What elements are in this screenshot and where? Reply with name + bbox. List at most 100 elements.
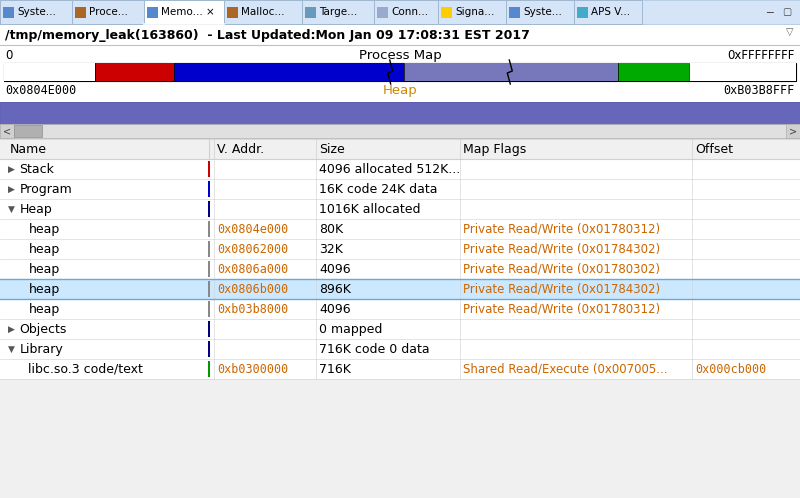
Bar (208, 241, 210, 257)
Text: Memo... ×: Memo... × (161, 7, 214, 17)
Bar (208, 321, 210, 337)
Bar (174, 63, 404, 81)
Text: Program: Program (19, 182, 72, 196)
Text: Map Flags: Map Flags (463, 142, 526, 155)
Bar (509, 7, 520, 18)
Bar (438, 0, 506, 24)
Bar (305, 7, 316, 18)
Bar (0, 199, 800, 219)
Text: ▽: ▽ (786, 27, 794, 37)
Text: 0xb03b8000: 0xb03b8000 (218, 302, 289, 316)
Text: ▶: ▶ (8, 184, 15, 194)
Bar (208, 301, 210, 317)
Text: 0xb0300000: 0xb0300000 (218, 363, 289, 375)
Text: 4096: 4096 (319, 262, 350, 275)
Text: 716K code 0 data: 716K code 0 data (319, 343, 430, 356)
Bar (75, 7, 86, 18)
Bar (208, 181, 210, 197)
Text: 0xFFFFFFFF: 0xFFFFFFFF (728, 48, 795, 61)
Text: 0x000cb000: 0x000cb000 (695, 363, 766, 375)
Text: Conn...: Conn... (391, 7, 428, 17)
Text: >: > (789, 126, 797, 136)
Text: Syste...: Syste... (523, 7, 562, 17)
Bar (0, 102, 800, 124)
Text: 0xB03B8FFF: 0xB03B8FFF (724, 84, 795, 97)
Bar (302, 0, 374, 24)
Text: /tmp/memory_leak(163860)  - Last Updated:Mon Jan 09 17:08:31 EST 2017: /tmp/memory_leak(163860) - Last Updated:… (5, 28, 530, 41)
Bar (574, 0, 642, 24)
Bar (0, 359, 800, 379)
Text: Private Read/Write (0x01780312): Private Read/Write (0x01780312) (463, 302, 660, 316)
Bar (95, 63, 174, 81)
Text: Offset: Offset (695, 142, 733, 155)
Text: 0x0804e000: 0x0804e000 (218, 223, 289, 236)
Text: 32K: 32K (319, 243, 343, 255)
Text: ▼: ▼ (8, 345, 15, 354)
Text: Name: Name (10, 142, 46, 155)
Bar (0, 339, 800, 359)
Text: 4096: 4096 (319, 302, 350, 316)
Bar (208, 281, 210, 297)
Bar (227, 7, 238, 18)
Text: heap: heap (29, 302, 60, 316)
Text: Syste...: Syste... (17, 7, 56, 17)
Text: 1016K allocated: 1016K allocated (319, 203, 421, 216)
Bar (0, 299, 800, 319)
Text: ─: ─ (766, 7, 773, 17)
Text: 716K: 716K (319, 363, 351, 375)
Text: 0: 0 (5, 48, 12, 61)
Bar (147, 7, 158, 18)
Text: libc.so.3 code/text: libc.so.3 code/text (29, 363, 143, 375)
Bar (0, 25, 800, 45)
Text: heap: heap (29, 223, 60, 236)
Text: Private Read/Write (0x01780302): Private Read/Write (0x01780302) (463, 262, 660, 275)
Text: heap: heap (29, 262, 60, 275)
Text: Private Read/Write (0x01784302): Private Read/Write (0x01784302) (463, 243, 660, 255)
Bar (208, 201, 210, 217)
Bar (404, 63, 618, 81)
Text: 0x0806a000: 0x0806a000 (218, 262, 289, 275)
Text: 0x08062000: 0x08062000 (218, 243, 289, 255)
Bar (618, 63, 689, 81)
Text: <: < (3, 126, 11, 136)
Bar (224, 0, 302, 24)
Text: 80K: 80K (319, 223, 343, 236)
Bar (0, 319, 800, 339)
Bar (0, 219, 800, 239)
Bar (374, 0, 438, 24)
Bar (208, 361, 210, 377)
Bar (0, 124, 800, 138)
Text: Private Read/Write (0x01784302): Private Read/Write (0x01784302) (463, 282, 660, 295)
Bar (786, 124, 800, 138)
Text: 896K: 896K (319, 282, 351, 295)
Bar (14, 125, 42, 137)
Text: ▢: ▢ (782, 7, 791, 17)
Text: Objects: Objects (19, 323, 66, 336)
Text: Size: Size (319, 142, 345, 155)
Text: ▼: ▼ (8, 205, 15, 214)
Bar (0, 0, 800, 24)
Bar (0, 46, 800, 102)
Bar (0, 159, 800, 179)
Text: Private Read/Write (0x01780312): Private Read/Write (0x01780312) (463, 223, 660, 236)
Text: Heap: Heap (382, 84, 418, 97)
Text: 16K code 24K data: 16K code 24K data (319, 182, 438, 196)
Bar (0, 124, 14, 138)
Bar (208, 161, 210, 177)
Text: 0x0806b000: 0x0806b000 (218, 282, 289, 295)
Bar (144, 0, 224, 24)
Bar (208, 341, 210, 357)
Text: APS V...: APS V... (591, 7, 630, 17)
Bar (441, 7, 452, 18)
Bar (4, 63, 95, 81)
Bar (0, 279, 800, 299)
Bar (689, 63, 796, 81)
Bar (72, 0, 144, 24)
Text: Library: Library (19, 343, 63, 356)
Bar (577, 7, 588, 18)
Bar (0, 179, 800, 199)
Text: Heap: Heap (19, 203, 52, 216)
Text: Process Map: Process Map (358, 48, 442, 61)
Text: Malloc...: Malloc... (241, 7, 285, 17)
Text: Shared Read/Execute (0x007005...: Shared Read/Execute (0x007005... (463, 363, 667, 375)
